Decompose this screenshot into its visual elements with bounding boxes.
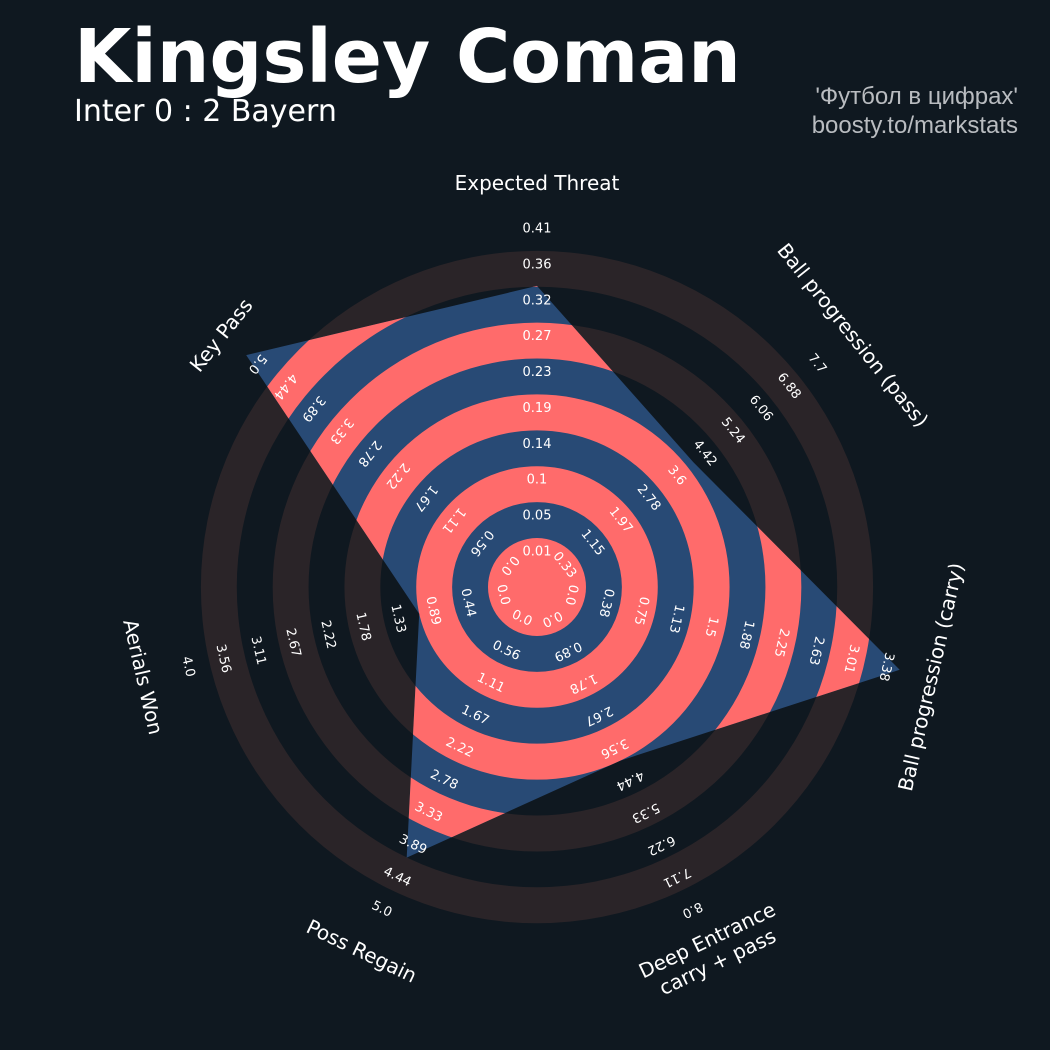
tick-label: 0.01 bbox=[523, 545, 552, 560]
tick-label: 0.19 bbox=[523, 401, 552, 416]
tick-label: 0.14 bbox=[523, 437, 552, 452]
tick-label: 0.41 bbox=[523, 222, 552, 237]
tick-label: 0.44 bbox=[457, 587, 478, 619]
credit-block: 'Футбол в цифрах' boosty.to/markstats bbox=[812, 82, 1018, 140]
tick-label: 0.36 bbox=[523, 257, 552, 272]
tick-label: 4.0 bbox=[178, 655, 197, 679]
tick-label: 3.01 bbox=[840, 643, 861, 675]
parameter-label: Expected Threat bbox=[455, 171, 620, 195]
tick-label: 2.67 bbox=[282, 627, 303, 659]
tick-label: 4.44 bbox=[614, 767, 647, 793]
tick-label: 0.23 bbox=[523, 365, 552, 380]
tick-label: 3.11 bbox=[247, 635, 268, 667]
tick-label: 1.88 bbox=[736, 619, 757, 651]
player-area-layer bbox=[246, 285, 900, 858]
tick-label: 0.0 bbox=[493, 583, 512, 607]
player-name-title: Kingsley Coman bbox=[74, 14, 741, 100]
match-score-subtitle: Inter 0 : 2 Bayern bbox=[74, 94, 337, 129]
tick-label: 0.32 bbox=[523, 293, 552, 308]
tick-label: 7.7 bbox=[805, 351, 830, 377]
parameter-label: Key Pass bbox=[185, 294, 258, 377]
ring-band-highlight bbox=[416, 466, 658, 708]
radar-rings-highlight bbox=[246, 285, 874, 858]
tick-label: 1.33 bbox=[387, 603, 408, 635]
tick-label: 2.25 bbox=[771, 627, 792, 659]
tick-label: 3.56 bbox=[212, 643, 233, 675]
parameter-label: Aerials Won bbox=[118, 617, 168, 737]
tick-label: 1.13 bbox=[666, 603, 687, 635]
credit-line-1: 'Футбол в цифрах' bbox=[815, 83, 1018, 110]
tick-label: 1.5 bbox=[701, 615, 720, 639]
parameter-label: Deep Entrancecarry + pass bbox=[635, 897, 790, 1005]
tick-label: 0.27 bbox=[523, 329, 552, 344]
tick-label: 2.63 bbox=[805, 635, 826, 667]
credit-line-2: boosty.to/markstats bbox=[811, 112, 1018, 139]
tick-label: 5.0 bbox=[369, 898, 394, 920]
tick-label: 6.22 bbox=[645, 832, 678, 858]
tick-label: 3.38 bbox=[875, 651, 896, 683]
tick-label: 0.1 bbox=[527, 473, 548, 488]
ring-center-highlight bbox=[488, 538, 586, 636]
tick-label: 8.0 bbox=[680, 898, 705, 920]
parameter-label: Poss Regain bbox=[303, 914, 421, 987]
tick-label: 0.38 bbox=[596, 587, 617, 619]
tick-label: 0.05 bbox=[523, 509, 552, 524]
tick-label: 2.22 bbox=[317, 619, 338, 651]
tick-label: 0.75 bbox=[631, 595, 652, 627]
tick-label: 0.0 bbox=[561, 583, 580, 607]
parameter-label: Ball progression (carry) bbox=[893, 560, 969, 793]
tick-label: 0.89 bbox=[422, 595, 443, 627]
tick-label: 1.78 bbox=[352, 611, 373, 643]
